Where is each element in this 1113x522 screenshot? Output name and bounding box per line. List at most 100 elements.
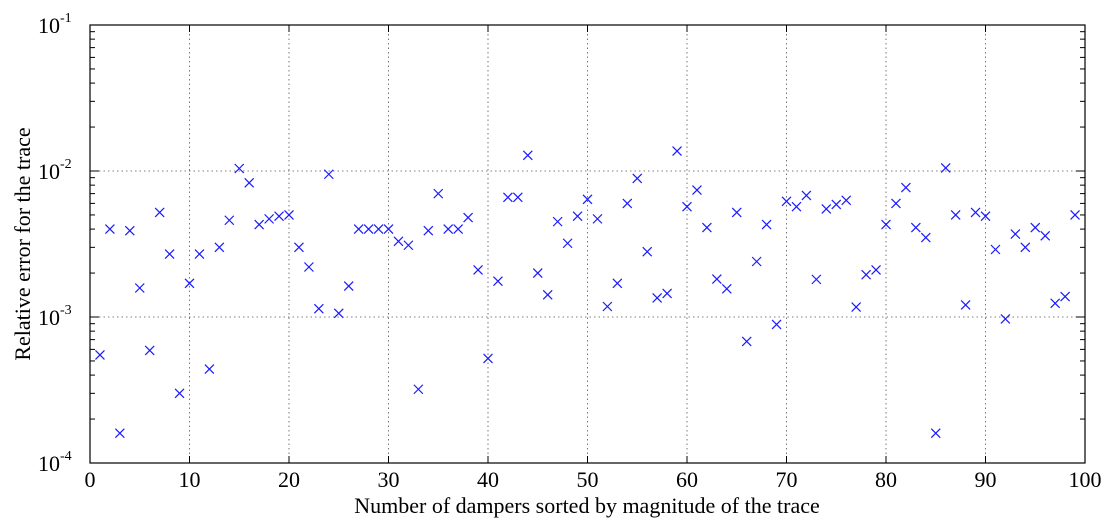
x-tick-label: 70 <box>776 467 798 492</box>
data-point <box>254 219 265 230</box>
data-point <box>940 162 951 173</box>
data-point <box>900 182 911 193</box>
y-tick-label: 10-4 <box>38 449 72 476</box>
x-tick-label: 50 <box>577 467 599 492</box>
data-point <box>612 278 623 289</box>
data-point <box>95 349 105 360</box>
data-point <box>124 225 135 236</box>
data-point <box>751 256 762 267</box>
data-point <box>443 224 454 235</box>
data-point <box>244 177 255 188</box>
data-point <box>353 224 364 235</box>
data-point <box>552 216 563 227</box>
data-point <box>662 288 673 299</box>
data-point <box>642 246 653 257</box>
data-point <box>582 194 593 205</box>
data-point <box>990 244 1001 255</box>
data-point <box>781 196 792 207</box>
data-point <box>413 384 424 395</box>
data-point <box>632 173 643 184</box>
axis-ticks <box>89 24 1086 464</box>
data-markers <box>95 146 1080 439</box>
data-point <box>373 224 384 235</box>
data-point <box>284 210 294 220</box>
data-point <box>453 224 464 235</box>
data-point <box>1050 298 1061 309</box>
data-point <box>1070 210 1080 220</box>
data-point <box>711 274 722 284</box>
data-point <box>104 224 115 235</box>
data-point <box>463 212 474 223</box>
data-point <box>841 195 852 206</box>
data-point <box>821 203 832 214</box>
data-point <box>672 146 682 156</box>
data-point <box>721 283 732 294</box>
x-tick-label: 80 <box>875 467 897 492</box>
data-point <box>323 169 334 180</box>
y-tick-label: 10-2 <box>38 157 72 184</box>
x-tick-label: 10 <box>179 467 201 492</box>
y-tick-label: 10-3 <box>38 303 72 330</box>
data-point <box>294 242 304 253</box>
data-point <box>423 225 434 236</box>
data-point <box>791 201 802 212</box>
data-point <box>134 283 145 293</box>
data-point <box>831 199 842 210</box>
data-point <box>1020 242 1031 253</box>
data-point <box>861 269 872 280</box>
data-point <box>502 192 513 203</box>
data-point <box>960 299 971 310</box>
plot-frame <box>89 24 1086 464</box>
data-point <box>910 222 921 233</box>
data-point <box>512 192 523 203</box>
x-tick-label: 90 <box>975 467 997 492</box>
data-point <box>602 301 613 312</box>
data-point <box>194 249 205 259</box>
data-point <box>761 219 772 230</box>
data-point <box>343 281 354 291</box>
data-point <box>1060 291 1071 302</box>
data-point <box>622 198 633 209</box>
data-point <box>174 388 185 399</box>
data-point <box>771 319 782 330</box>
data-point <box>871 265 881 275</box>
data-point <box>1000 314 1011 324</box>
data-point <box>114 428 125 439</box>
grid-lines <box>90 25 1085 463</box>
data-point <box>363 224 374 235</box>
data-point <box>164 249 175 259</box>
data-point <box>493 276 503 287</box>
data-point <box>214 242 225 253</box>
data-point <box>741 336 752 347</box>
data-point <box>881 219 891 230</box>
data-point <box>801 190 812 201</box>
data-point <box>483 353 493 364</box>
data-point <box>1040 230 1051 241</box>
data-point <box>264 213 275 224</box>
x-tick-label: 20 <box>278 467 300 492</box>
data-point <box>811 274 822 285</box>
data-point <box>731 207 742 218</box>
data-point <box>682 201 692 212</box>
data-point <box>572 211 583 222</box>
x-tick-label: 100 <box>1069 467 1102 492</box>
data-point <box>652 293 663 303</box>
data-point <box>920 232 931 243</box>
data-point <box>522 150 533 161</box>
data-point <box>433 188 444 199</box>
data-point <box>403 240 414 251</box>
data-point <box>950 210 961 220</box>
x-tick-labels: 0 10 20 30 40 50 60 70 80 90 100 <box>85 467 1102 492</box>
data-point <box>234 163 245 174</box>
x-tick-label: 60 <box>676 467 698 492</box>
x-axis-label: Number of dampers sorted by magnitude of… <box>354 493 820 518</box>
data-point <box>333 308 344 319</box>
data-point <box>692 185 702 196</box>
data-point <box>303 262 314 272</box>
data-point <box>592 213 603 224</box>
y-tick-label: 10-1 <box>38 11 72 38</box>
data-point <box>980 211 991 222</box>
data-point <box>154 207 165 218</box>
x-tick-label: 0 <box>85 467 96 492</box>
data-point <box>1010 229 1021 239</box>
